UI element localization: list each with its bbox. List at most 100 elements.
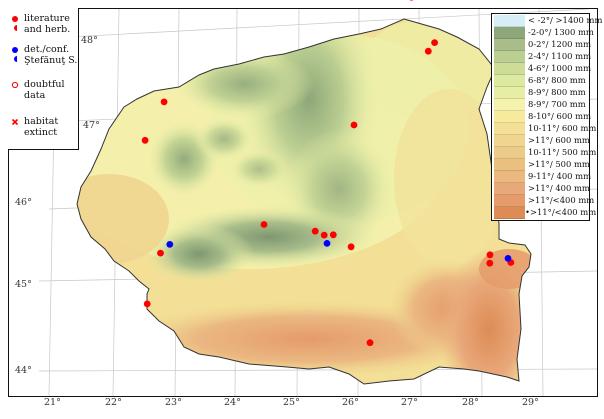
climate-legend-row: >11°/<400 mm [492,195,594,207]
climate-legend-row: 0-2°/ 1200 mm [492,39,591,51]
climate-legend-label: •>11°/<400 mm [525,207,596,218]
climate-legend-text: >11°/ 400 mm [528,183,590,193]
climate-legend-text: 8-9°/ 800 mm [528,87,586,97]
climate-legend-label: 4-6°/ 1000 mm [528,63,591,74]
climate-legend-text: 8-9°/ 700 mm [528,99,586,109]
literature-record-marker [320,231,328,239]
literature-record-marker [160,98,168,106]
climate-legend-label: 9-11°/ 400 mm [528,171,591,182]
climate-legend-row: 8-9°/ 700 mm [492,99,589,111]
climate-legend-label: 2-4°/ 1100 mm [528,51,591,62]
climate-legend-swatch [494,147,525,159]
climate-legend-swatch [494,111,525,123]
climate-legend-swatch [494,135,525,147]
climate-legend-label: 6-8°/ 800 mm [528,75,586,86]
climate-legend-label: 10-11°/ 500 mm [528,147,596,158]
literature-record-marker [486,251,494,259]
climate-legend-row: 2-4°/ 1100 mm [492,51,591,63]
climate-legend-row: 6-8°/ 800 mm [492,75,589,87]
lat-label-44: 44° [15,365,32,376]
climate-legend-swatch [494,51,525,63]
climate-legend-label: -2-0°/ 1300 mm [528,27,594,38]
literature-record-marker [141,136,149,144]
literature-record-marker [409,0,414,1]
climate-legend-swatch [494,207,525,219]
red-cross-icon [11,118,19,126]
climate-legend-row: •>11°/<400 mm [492,207,596,219]
lon-label-28: 28° [462,397,479,408]
climate-legend-text: >11°/<400 mm [528,195,595,205]
climate-legend-row: 10-11°/ 500 mm [492,147,596,159]
red-dot-icon [12,16,18,31]
climate-legend-text: 9-11°/ 400 mm [528,171,592,181]
climate-legend-swatch [494,123,525,135]
symbol-legend: literature and herb. det./conf. Ştefănuţ… [8,8,79,150]
lat-label-46: 46° [15,197,32,208]
literature-record-marker [424,47,432,55]
climate-legend-label: < -2°/ >1400 mm [528,15,602,26]
climate-legend-row: 4-6°/ 1000 mm [492,63,591,75]
literature-record-marker [366,339,374,347]
literature-record-marker [431,39,438,46]
climate-legend-text: >11°/ 500 mm [528,159,590,169]
climate-legend-label: 8-9°/ 800 mm [528,87,586,98]
climate-legend-row: -2-0°/ 1300 mm [492,27,594,39]
lon-label-25: 25° [283,397,300,408]
climate-legend-row: 8-9°/ 800 mm [492,87,589,99]
lon-label-24: 24° [224,397,241,408]
climate-legend-text: >11°/<400 mm [529,207,597,217]
climate-legend-label: 8-9°/ 700 mm [528,99,586,110]
climate-legend-row: >11°/ 600 mm [492,135,590,147]
legend-label-extinct: habitat extinct [24,116,59,138]
climate-legend-row: 8-10°/ 600 mm [492,111,591,123]
climate-legend-text: 10-11°/ 500 mm [528,147,597,157]
climate-legend-swatch [494,195,525,207]
stefanut-record-marker [166,241,174,248]
literature-record-marker [143,300,151,308]
lat-label-48: 48° [81,35,98,46]
lon-label-21: 21° [44,397,61,408]
climate-legend-label: 0-2°/ 1200 mm [528,39,591,50]
climate-legend-swatch [494,183,525,195]
blue-dot-icon [12,47,18,62]
climate-legend-text: 8-10°/ 600 mm [528,111,592,121]
legend-label-det-conf: det./conf. Ştefănuţ S. [24,44,78,66]
climate-legend-text: >11°/ 600 mm [528,135,590,145]
relief-layers [77,19,531,384]
literature-record-marker [329,231,337,239]
lat-label-47: 47° [83,120,100,131]
climate-legend-text: 6-8°/ 800 mm [528,75,586,85]
climate-legend-swatch [494,15,525,27]
climate-legend-label: 10-11°/ 600 mm [528,123,596,134]
literature-record-marker [486,259,494,267]
climate-legend-text: < -2°/ >1400 mm [528,15,603,25]
climate-legend-label: 8-10°/ 600 mm [528,111,591,122]
climate-legend-swatch [494,171,525,183]
literature-record-marker [311,227,319,235]
literature-record-marker [157,249,164,257]
climate-legend-swatch [494,87,525,99]
climate-legend-swatch [494,159,525,171]
lon-label-26: 26° [342,397,359,408]
literature-record-marker [350,121,358,129]
climate-legend-swatch [494,75,525,87]
open-circle-icon [11,81,19,89]
climate-legend-marker: • [525,207,530,217]
stefanut-record-marker [504,255,512,262]
climate-legend-text: 0-2°/ 1200 mm [528,39,592,49]
lon-label-22: 22° [105,397,122,408]
climate-legend-text: 2-4°/ 1100 mm [528,51,592,61]
climate-legend-text: -2-0°/ 1300 mm [528,27,594,37]
climate-legend-row: < -2°/ >1400 mm [492,15,602,27]
climate-legend-label: >11°/<400 mm [528,195,594,206]
literature-record-marker [260,221,268,228]
climate-legend-swatch [494,63,525,75]
climate-legend-row: 9-11°/ 400 mm [492,171,591,183]
lon-label-23: 23° [165,397,182,408]
climate-legend-text: 4-6°/ 1000 mm [528,63,592,73]
climate-legend-label: >11°/ 600 mm [528,135,590,146]
stefanut-record-marker [323,240,331,247]
literature-record-marker [347,243,355,251]
climate-legend-row: >11°/ 500 mm [492,159,590,171]
